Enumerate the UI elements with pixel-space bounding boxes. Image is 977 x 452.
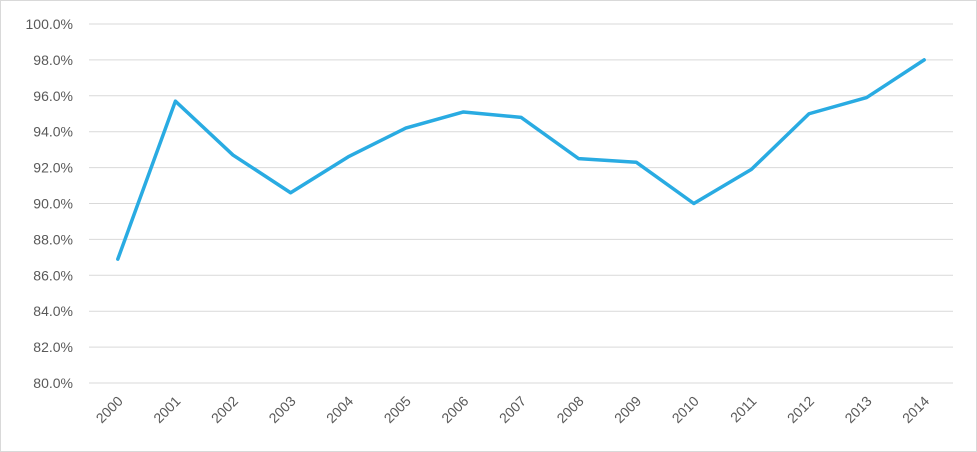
x-tick-label: 2001 [150,393,183,426]
y-tick-label: 96.0% [33,88,73,104]
x-tick-label: 2002 [208,393,241,426]
y-axis-tick-labels: 80.0% 82.0% 84.0% 86.0% 88.0% 90.0% 92.0% 94.0%… [26,16,73,391]
x-tick-label: 2013 [841,393,874,426]
x-tick-label: 2006 [438,393,471,426]
y-tick-label: 82.0% [33,339,73,355]
y-tick-label: 98.0% [33,52,73,68]
x-tick-label: 2010 [669,393,702,426]
x-tick-label: 2004 [323,393,356,426]
x-tick-label: 2012 [784,393,817,426]
y-tick-label: 94.0% [33,124,73,140]
y-tick-label: 100.0% [26,16,73,32]
y-tick-label: 84.0% [33,303,73,319]
x-tick-label: 2008 [553,393,586,426]
x-tick-label: 2003 [265,393,298,426]
series-line-0 [116,58,926,261]
y-tick-label: 92.0% [33,160,73,176]
x-tick-label: 2011 [727,393,760,426]
y-tick-label: 86.0% [33,267,73,283]
x-axis-tick-labels: 2000 2001 2002 2003 2004 2005 2006 2007 2008 2009… [93,393,933,426]
x-tick-label: 2009 [611,393,644,426]
x-tick-label: 2014 [899,393,932,426]
y-tick-label: 80.0% [33,375,73,391]
x-tick-label: 2000 [93,393,126,426]
y-tick-label: 88.0% [33,231,73,247]
gridlines [89,23,953,384]
x-tick-label: 2007 [496,393,529,426]
series-lines [116,58,926,261]
y-tick-label: 90.0% [33,196,73,212]
x-tick-label: 2005 [381,393,414,426]
